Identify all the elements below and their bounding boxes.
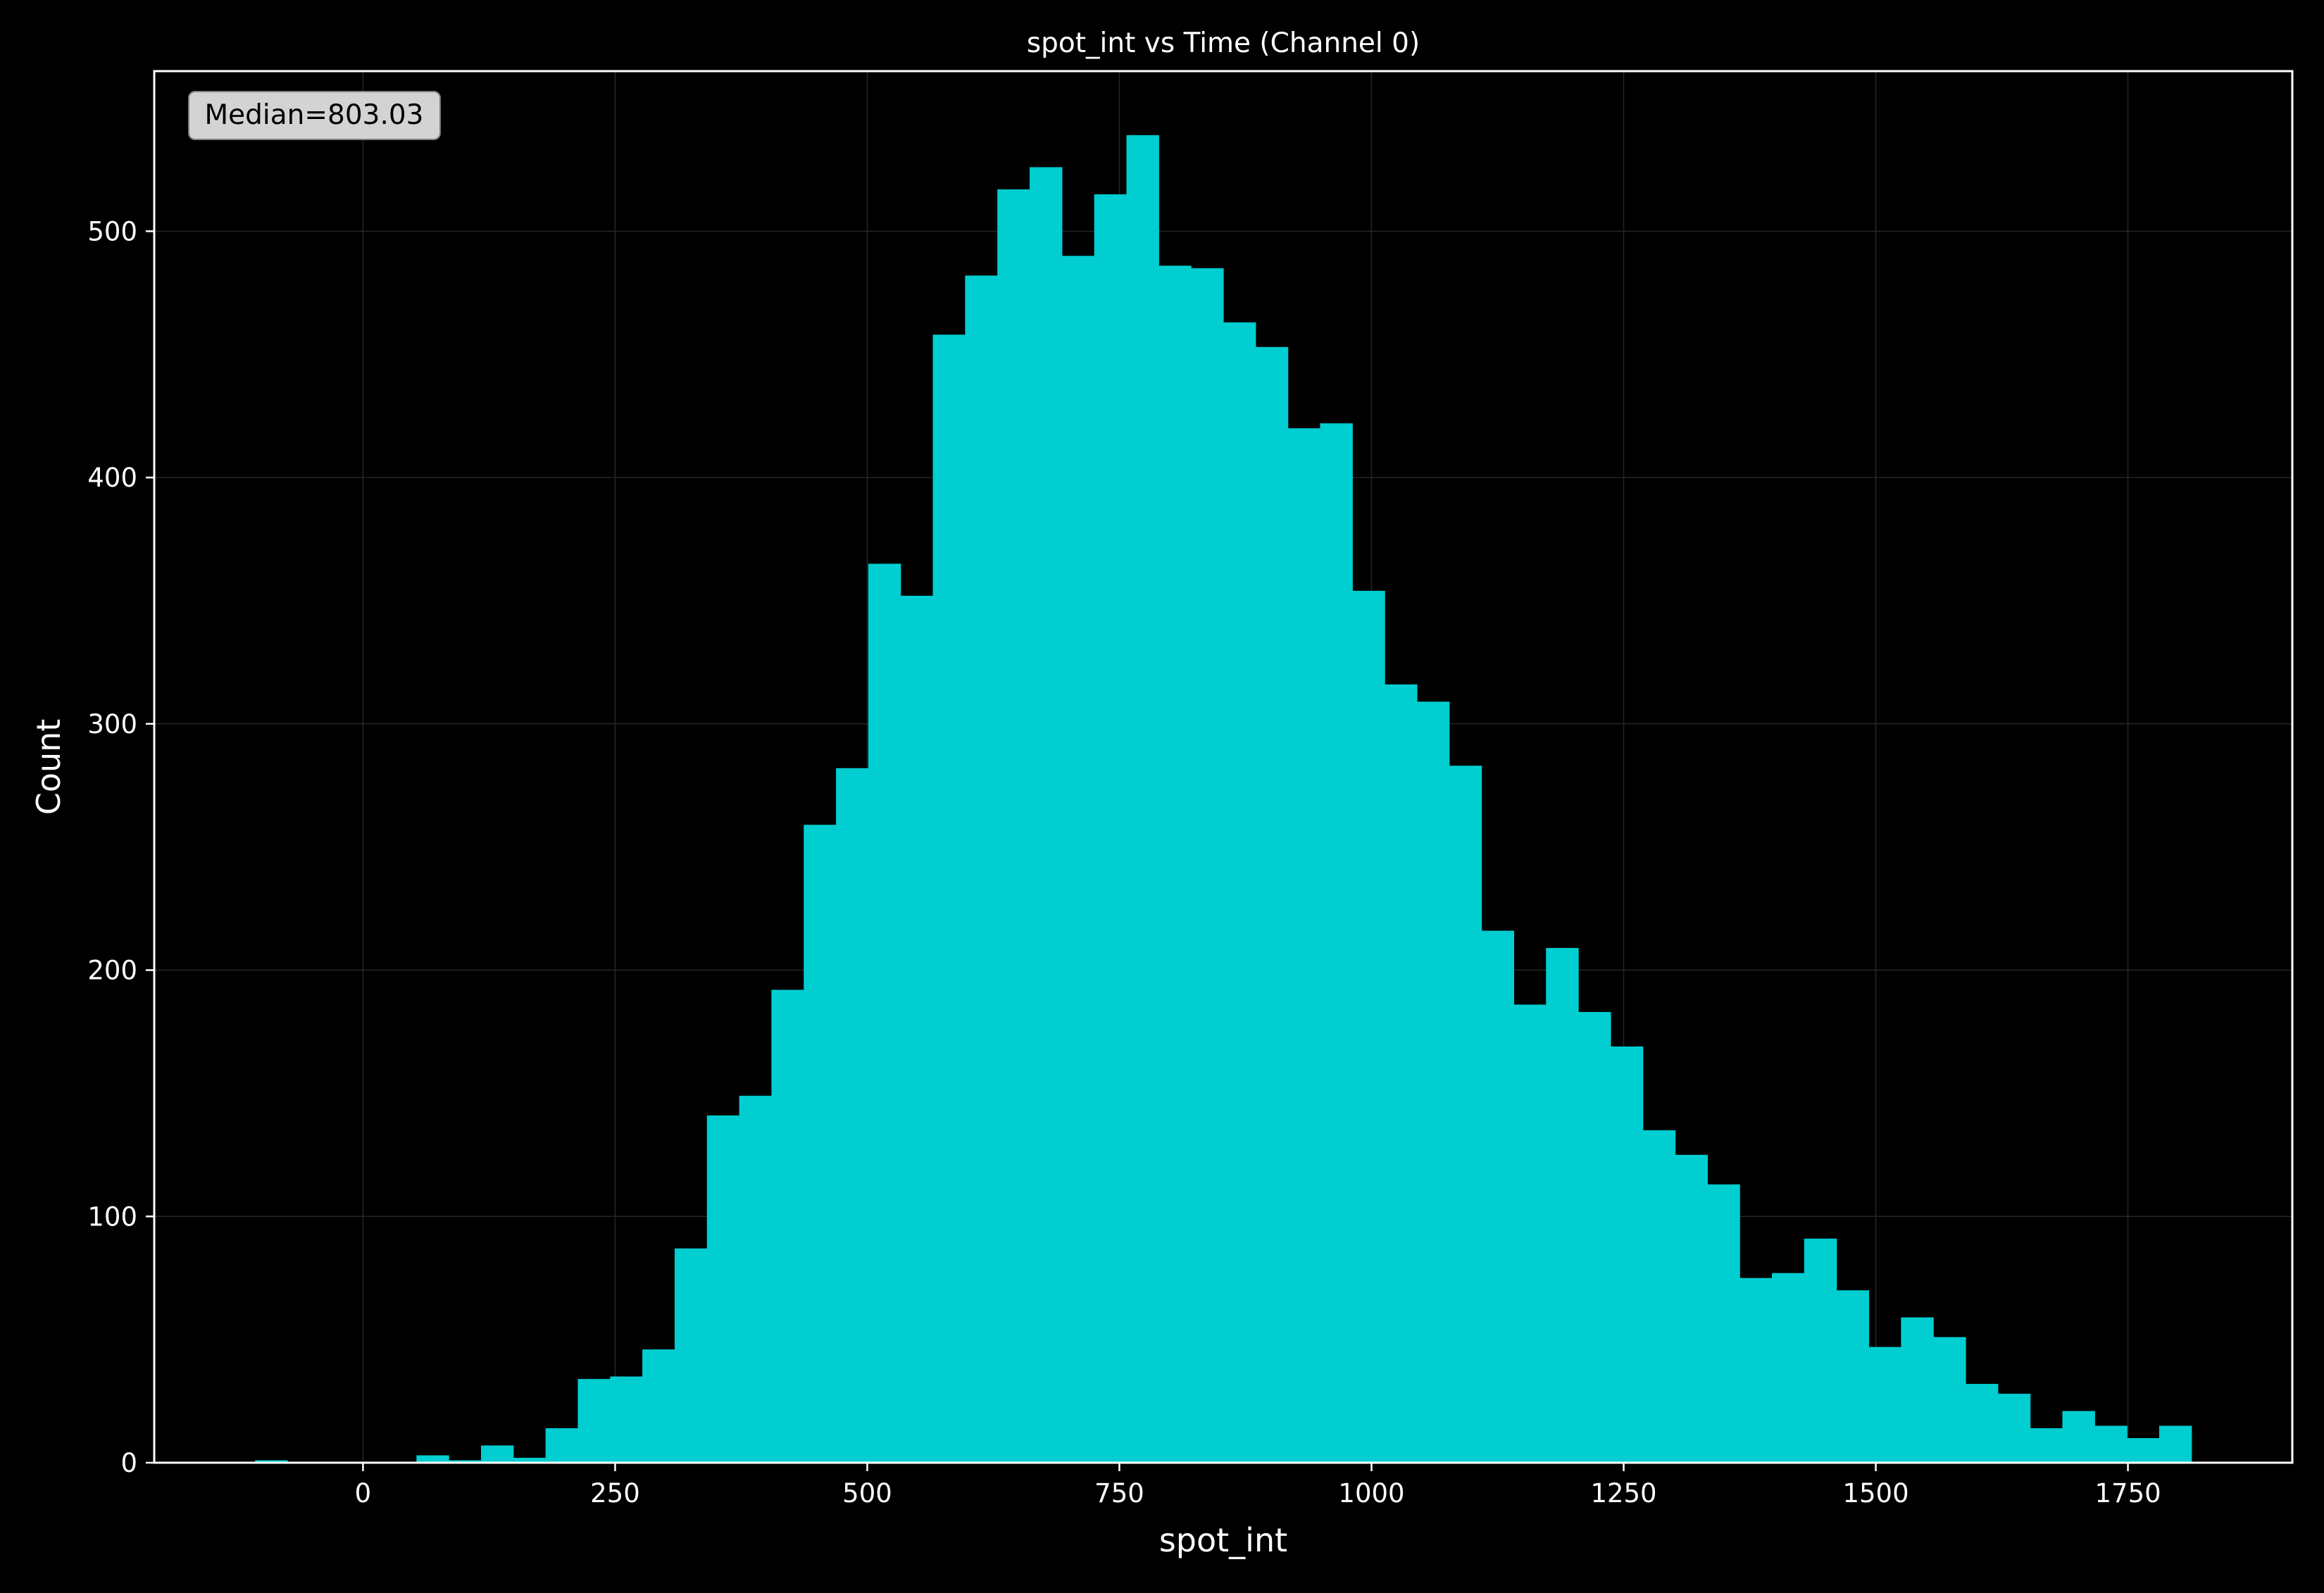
histogram-bar [1513, 1004, 1547, 1463]
axis-ticks: 0 250 500 750 1000 1250 1500 1750 0 100 200 300 400 5… [87, 216, 2161, 1508]
histogram-bar [1546, 948, 1579, 1463]
histogram-bar [965, 275, 998, 1463]
histogram-bar [900, 595, 934, 1463]
histogram-bar [2094, 1425, 2128, 1463]
histogram-bar [804, 825, 837, 1463]
histogram-bar [1061, 256, 1095, 1463]
histogram-bar [1352, 590, 1385, 1463]
median-annotation: Median=803.03 [188, 91, 441, 140]
x-tick-label: 1500 [1842, 1478, 1908, 1508]
histogram-bar [1385, 684, 1418, 1463]
histogram-bar [1449, 766, 1482, 1463]
histogram-bar [1966, 1384, 1999, 1463]
histogram-bar [1997, 1394, 2031, 1463]
histogram-bar [2030, 1428, 2063, 1463]
histogram-bar [706, 1115, 740, 1463]
histogram-bar [1933, 1337, 1966, 1463]
histogram-bar [255, 1460, 288, 1463]
histogram-bar [513, 1458, 546, 1463]
y-tick-label: 300 [87, 709, 137, 739]
histogram-bars [255, 135, 2192, 1463]
y-tick-label: 0 [120, 1448, 137, 1478]
y-tick-label: 500 [87, 216, 137, 246]
x-axis-label: spot_int [1159, 1521, 1287, 1559]
x-tick-label: 1250 [1590, 1478, 1656, 1508]
plot-frame [153, 70, 2294, 1464]
y-axis-label: Count [30, 719, 68, 816]
x-tick-label: 1000 [1338, 1478, 1404, 1508]
histogram-bar [674, 1248, 708, 1463]
histogram-bar [1739, 1277, 1773, 1463]
histogram-bar [836, 768, 869, 1463]
histogram-bar [1578, 1011, 1611, 1463]
histogram-bar [2062, 1411, 2095, 1463]
histogram-bar [1901, 1317, 1934, 1463]
histogram-bar [1191, 268, 1224, 1463]
histogram-bar [577, 1379, 611, 1463]
histogram-bar [1158, 266, 1192, 1463]
histogram-bar [1287, 428, 1321, 1463]
histogram-bar [642, 1349, 675, 1463]
histogram-bar [1836, 1290, 1870, 1463]
histogram-bar [1804, 1238, 1837, 1463]
x-tick-label: 250 [590, 1478, 640, 1508]
histogram-bar [1675, 1154, 1708, 1463]
histogram-bar [1030, 167, 1063, 1463]
histogram-bar [480, 1445, 514, 1463]
histogram-bar [416, 1455, 449, 1463]
histogram-bar [868, 563, 901, 1463]
histogram-bar [1223, 322, 1256, 1463]
histogram-bar [2127, 1438, 2160, 1463]
histogram-bar [1094, 194, 1127, 1463]
y-tick-label: 100 [87, 1201, 137, 1232]
chart-title: spot_int vs Time (Channel 0) [1027, 27, 1420, 59]
x-tick-label: 500 [842, 1478, 892, 1508]
histogram-bar [1772, 1273, 1805, 1463]
x-tick-label: 750 [1094, 1478, 1144, 1508]
histogram-bar [1481, 930, 1515, 1463]
y-tick-label: 200 [87, 956, 137, 986]
annotation-box [188, 91, 441, 140]
histogram-bar [932, 335, 966, 1463]
histogram-bar [610, 1376, 643, 1463]
histogram-bar [1707, 1184, 1740, 1463]
histogram-bar [2159, 1425, 2192, 1463]
histogram-bar [1416, 701, 1450, 1463]
histogram-bar [1610, 1046, 1644, 1463]
histogram-bar [739, 1095, 773, 1463]
x-tick-label: 0 [355, 1478, 372, 1508]
histogram-bar [1642, 1130, 1676, 1463]
histogram-bar [1255, 346, 1289, 1463]
y-tick-label: 400 [87, 463, 137, 493]
histogram-bar [771, 989, 804, 1463]
histogram-bar [1868, 1347, 1901, 1463]
histogram-bar [545, 1428, 579, 1463]
x-tick-label: 1750 [2094, 1478, 2161, 1508]
histogram-bar [1126, 135, 1159, 1463]
histogram-bar [1320, 423, 1353, 1463]
annotation-text: Median=803.03 [205, 99, 424, 131]
histogram-bar [449, 1460, 482, 1463]
histogram-bar [997, 189, 1030, 1463]
